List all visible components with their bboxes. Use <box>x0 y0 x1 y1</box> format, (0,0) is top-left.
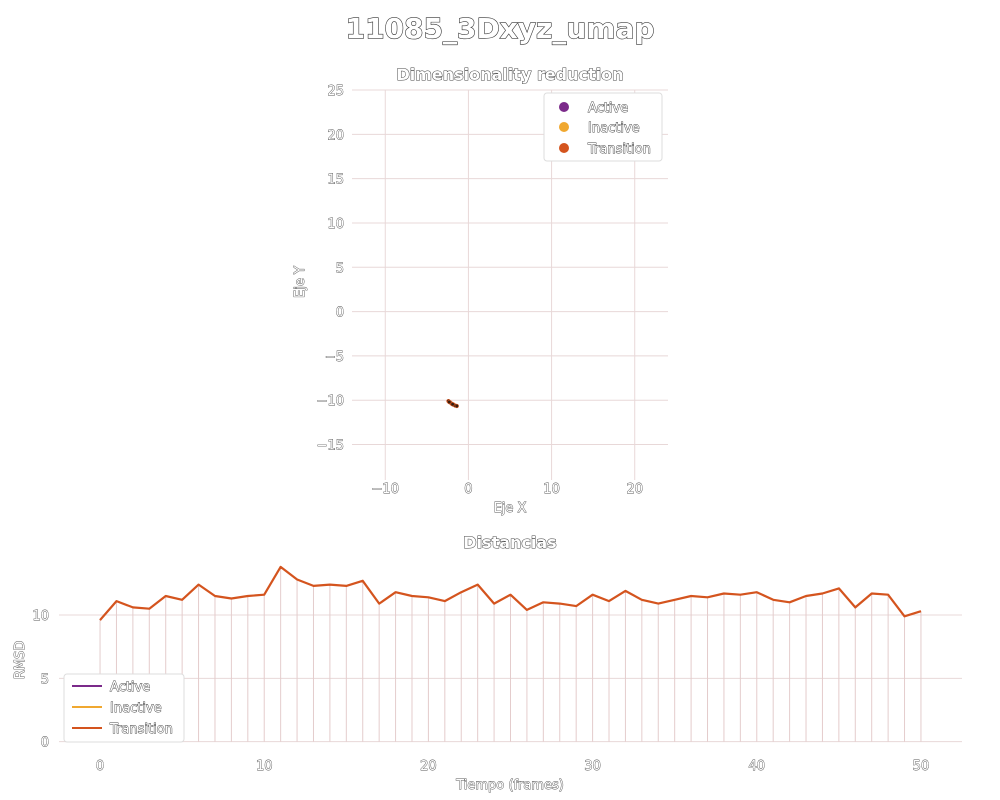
legend-label-inactive: Inactive <box>588 121 640 136</box>
scatter-panel: Dimensionality reduction −10 0 10 20−15−10−… <box>293 65 668 516</box>
scatter-point-transition <box>447 399 452 405</box>
scatter-y-label: Eje Y <box>293 266 308 298</box>
line-series-transition <box>99 565 922 621</box>
line-y-tick-label: 10 <box>32 609 49 624</box>
legend-label-active: Active <box>588 101 628 116</box>
scatter-y-tick-label: 15 <box>327 173 344 188</box>
scatter-x-tick-label: 10 <box>543 482 560 497</box>
scatter-y-tick-label: −5 <box>325 350 344 365</box>
scatter-y-tick-label: 5 <box>336 261 344 276</box>
figure-title: 11085_3Dxyz_umap <box>346 12 655 45</box>
scatter-tick-labels: −10 0 10 20 −15 −10 −5 0 5 10 15 20 25 <box>316 84 643 498</box>
line-legend-box <box>63 673 185 743</box>
scatter-y-tick-label: 20 <box>327 128 344 143</box>
line-tick-labels: 0 5 10 0 10 20 30 40 50 <box>32 609 930 775</box>
line-x-tick-label: 10 <box>256 759 273 774</box>
scatter-title: Dimensionality reduction <box>396 65 623 84</box>
scatter-y-tick-label: 25 <box>327 84 344 99</box>
scatter-y-tick-label: 10 <box>327 217 344 232</box>
line-x-tick-label: 50 <box>913 759 930 774</box>
line-x-tick-label: 0 <box>96 759 104 774</box>
line-title: Distancias <box>463 533 556 552</box>
scatter-x-tick-label: −10 <box>372 482 399 497</box>
line-legend: Active Inactive Transition <box>63 673 185 743</box>
line-x-label: Tiempo (frames) <box>455 778 564 793</box>
scatter-x-label: Eje X <box>494 501 527 516</box>
scatter-points <box>446 399 459 409</box>
line-legend-label-active: Active <box>110 680 150 695</box>
scatter-legend: Active Inactive Transition <box>543 92 663 162</box>
scatter-x-tick-label: 20 <box>626 482 643 497</box>
scatter-point-transition <box>454 403 459 409</box>
scatter-point-transition <box>450 402 455 407</box>
scatter-x-tick-label: 0 <box>464 482 472 497</box>
legend-marker-transition <box>559 143 569 153</box>
line-y-tick-label: 0 <box>41 736 49 751</box>
line-y-label: RMSD <box>13 641 28 680</box>
line-x-tick-label: 30 <box>584 759 601 774</box>
line-series <box>99 565 922 742</box>
scatter-y-tick-label: −15 <box>317 439 344 454</box>
legend-marker-active <box>559 102 569 112</box>
line-x-tick-label: 20 <box>420 759 437 774</box>
line-panel: Distancias 0 5 10 0 10 20 30 40 50 Tiempo (frame… <box>13 533 962 793</box>
line-x-tick-label: 40 <box>748 759 765 774</box>
line-legend-label-transition: Transition <box>109 722 173 737</box>
line-y-tick-label: 5 <box>41 672 49 687</box>
scatter-y-tick-label: −10 <box>317 394 344 409</box>
scatter-legend-box <box>543 92 663 162</box>
legend-marker-inactive <box>559 122 569 132</box>
line-legend-label-inactive: Inactive <box>110 701 162 716</box>
legend-label-transition: Transition <box>587 142 651 157</box>
scatter-y-tick-label: 0 <box>336 306 344 321</box>
